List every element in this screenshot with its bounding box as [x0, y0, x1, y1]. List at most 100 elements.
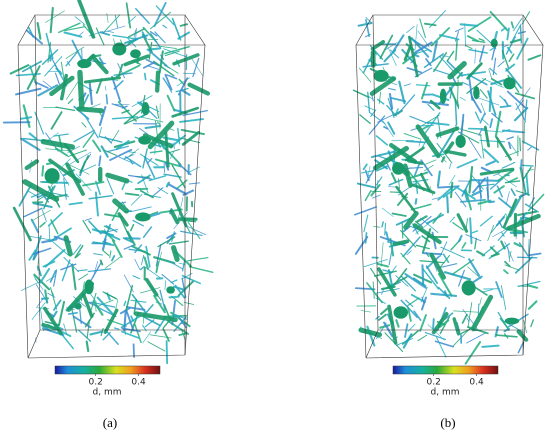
pore-channel	[185, 225, 207, 236]
pore-channel	[395, 108, 399, 114]
pore-channel	[127, 16, 136, 24]
pore-channel	[40, 307, 44, 332]
pore-channel	[72, 244, 82, 255]
pore-channel	[41, 49, 59, 66]
pore-channel	[380, 307, 389, 315]
pore-channel	[41, 209, 47, 222]
pore-channel	[433, 68, 452, 76]
pore-channel	[471, 39, 486, 43]
pore-channel	[375, 176, 383, 186]
pore-channel	[187, 257, 209, 262]
pore-channel	[415, 244, 430, 250]
pore-channel	[508, 53, 515, 63]
pore-channel	[447, 60, 467, 80]
pore-channel	[402, 163, 413, 188]
pore-channel	[373, 226, 381, 228]
pore-channel	[165, 181, 170, 188]
pore-channel	[104, 256, 121, 269]
pore-channel	[90, 293, 97, 303]
pore-channel	[407, 171, 429, 180]
pore-channel	[439, 130, 455, 155]
pore-channel	[143, 155, 156, 179]
pore-channel	[143, 72, 147, 81]
pore-channel	[395, 319, 400, 328]
pore-channel	[361, 170, 375, 174]
pore-channel	[434, 340, 455, 348]
pore-channel	[98, 299, 114, 307]
pore-channel	[140, 287, 161, 294]
pore-channel	[49, 227, 72, 243]
pore-channel	[112, 198, 130, 214]
box-edge	[17, 44, 29, 359]
pore-channel	[511, 23, 522, 43]
pore-channel	[79, 31, 84, 36]
pore-channel	[519, 137, 522, 152]
pore-channel	[134, 258, 141, 271]
pore-channel	[102, 249, 110, 256]
pore-channel	[527, 252, 542, 257]
pore-channel	[467, 16, 492, 32]
pore-channel	[50, 287, 58, 310]
pore-channel	[181, 130, 201, 146]
pore-channel	[359, 114, 371, 125]
pore-channel	[128, 148, 140, 157]
pore-channel	[505, 67, 523, 89]
pore-channel	[446, 195, 450, 214]
pore-channel	[153, 294, 166, 314]
pore-channel	[131, 245, 151, 256]
pore-channel	[442, 185, 460, 198]
pore-channel	[128, 151, 136, 154]
pore-channel	[407, 306, 412, 322]
pore-channel	[468, 48, 488, 54]
pore-channel	[407, 297, 420, 307]
pore-channel	[95, 27, 105, 46]
pore-channel	[517, 280, 541, 288]
pore-channel	[488, 86, 493, 113]
pore-channel	[489, 46, 496, 51]
pore-channel	[141, 254, 145, 266]
pore-channel	[65, 51, 79, 67]
pore-channel	[390, 172, 397, 183]
pore-channel	[98, 155, 102, 167]
pore-channel	[509, 194, 523, 218]
pore-channel	[461, 313, 468, 324]
pore-channel	[102, 291, 117, 300]
colorbar-tick-label: 0.4	[469, 378, 484, 388]
colorbar-label: d, mm	[93, 388, 122, 398]
pore-channel	[98, 105, 107, 127]
pore-channel	[524, 203, 539, 213]
pore-channel	[128, 174, 152, 180]
pore-channel	[180, 230, 203, 237]
pore-channel	[168, 295, 180, 299]
pore-channel	[444, 149, 467, 157]
pore-channel	[509, 142, 518, 154]
pore-channel	[372, 281, 375, 299]
pore-channel	[77, 0, 96, 39]
pore-channel	[166, 94, 176, 112]
pore-channel	[365, 19, 370, 37]
pore-channel	[513, 242, 522, 248]
pore-channel	[396, 192, 409, 207]
pore-channel	[73, 296, 86, 308]
pore-channel	[425, 58, 432, 67]
pore-channel	[419, 260, 445, 264]
pore-channel	[57, 300, 66, 327]
pore-channel	[111, 75, 122, 103]
pore-channel	[448, 86, 460, 108]
pore-channel	[403, 132, 422, 140]
pore-channel	[170, 245, 180, 262]
pore-channel	[141, 31, 148, 40]
pore-channel	[171, 17, 182, 41]
pore-blob	[490, 38, 498, 48]
pore-channel	[510, 188, 516, 197]
pore-channel	[39, 221, 46, 228]
pore-blob	[455, 134, 466, 148]
pore-channel	[82, 219, 92, 234]
pore-channel	[516, 256, 538, 259]
pore-channel	[186, 225, 191, 234]
pore-channel	[144, 277, 159, 297]
box-edge	[365, 329, 524, 359]
pore-channel	[94, 191, 99, 217]
pore-channel	[142, 331, 152, 344]
